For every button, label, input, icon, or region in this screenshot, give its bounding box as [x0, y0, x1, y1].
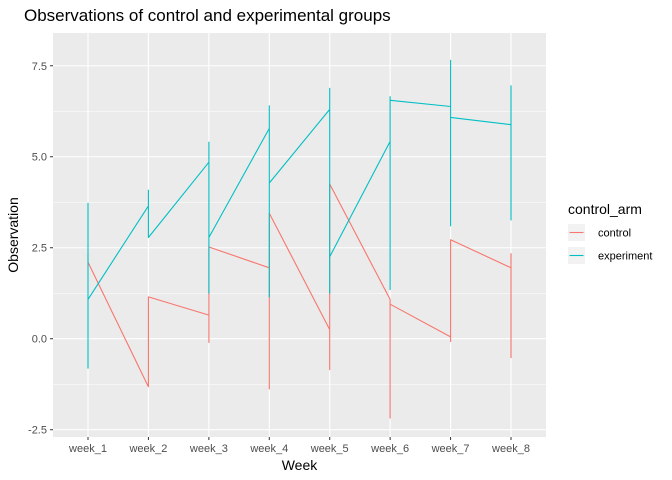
x-tick-label: week_2	[128, 443, 167, 455]
plot-panel	[53, 33, 546, 437]
minor-gridlines	[53, 110, 546, 385]
x-tick-label: week_1	[68, 443, 107, 455]
x-tick-label: week_8	[491, 443, 530, 455]
x-tick-label: week_3	[189, 443, 228, 455]
series-line-experiment	[87, 59, 512, 369]
legend-label-experiment: experiment	[598, 251, 652, 263]
x-tick-label: week_7	[431, 443, 470, 455]
x-axis-title: Week	[282, 457, 319, 473]
y-tick-label: 2.5	[32, 243, 47, 255]
series-line-control	[87, 183, 512, 419]
y-axis: -2.5 0.0 2.5 5.0 7.5	[28, 61, 53, 437]
y-tick-label: 7.5	[32, 61, 47, 73]
y-tick-label: 5.0	[32, 152, 47, 164]
y-axis-title: Observation	[5, 197, 21, 272]
series-layer	[87, 59, 512, 419]
legend: control_arm control experiment	[568, 201, 652, 264]
chart-title: Observations of control and experimental…	[24, 6, 391, 25]
x-tick-label: week_4	[249, 443, 288, 455]
y-tick-label: -2.5	[28, 425, 47, 437]
x-axis: week_1 week_2 week_3 week_4 week_5 week_6 week…	[68, 437, 530, 455]
x-tick-label: week_5	[310, 443, 349, 455]
legend-title: control_arm	[568, 201, 642, 217]
y-tick-label: 0.0	[32, 334, 47, 346]
legend-label-control: control	[598, 228, 631, 240]
x-tick-label: week_6	[370, 443, 409, 455]
